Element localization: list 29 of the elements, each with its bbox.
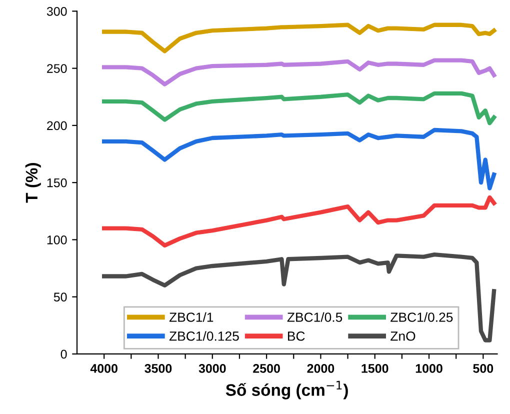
line-series bbox=[102, 91, 496, 126]
legend-label: BC bbox=[288, 331, 305, 341]
x-tick-label: 500 bbox=[473, 364, 494, 373]
x-tick-label: 4000 bbox=[90, 364, 118, 373]
x-tick-label: 3500 bbox=[144, 364, 172, 373]
x-tick-label: 1500 bbox=[362, 364, 388, 373]
line-series bbox=[102, 128, 496, 190]
y-tick-label: 250 bbox=[47, 64, 67, 73]
legend-label: ZBC1/1 bbox=[169, 312, 214, 322]
y-axis-title: T (%) bbox=[25, 163, 41, 203]
legend-label: ZBC1/0.25 bbox=[390, 312, 453, 322]
y-tick-label: 200 bbox=[47, 121, 67, 130]
line-series bbox=[102, 195, 496, 248]
line-series bbox=[102, 252, 496, 342]
x-axis-title: Số sóng (cm$^{−1}$) bbox=[226, 380, 348, 400]
x-tick-label: 2000 bbox=[307, 364, 334, 373]
x-tick-label: 2500 bbox=[253, 364, 280, 373]
line-series bbox=[102, 58, 496, 86]
x-tick-label: 1000 bbox=[416, 364, 442, 373]
line-series bbox=[102, 22, 496, 54]
y-tick-label: 50 bbox=[54, 292, 67, 302]
y-tick-label: 0 bbox=[60, 350, 67, 359]
legend-label: ZnO bbox=[390, 331, 416, 341]
legend-label: ZBC1/0.125 bbox=[169, 331, 239, 341]
x-tick-label: 3000 bbox=[198, 364, 226, 373]
y-tick-label: 100 bbox=[47, 236, 67, 244]
legend-label: ZBC1/0.5 bbox=[287, 312, 342, 322]
y-tick-label: 300 bbox=[46, 6, 67, 16]
y-tick-label: 150 bbox=[47, 178, 67, 188]
